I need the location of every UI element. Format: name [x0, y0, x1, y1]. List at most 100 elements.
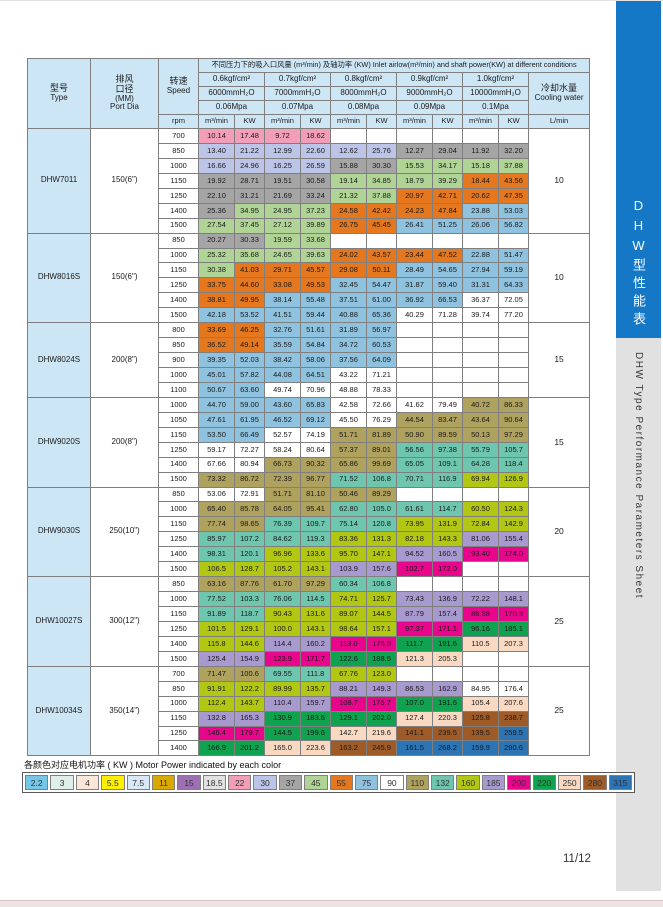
value-cell: 207.6 [498, 695, 529, 712]
value-cell: 34.72 [330, 337, 367, 354]
value-cell: 38.42 [264, 352, 301, 368]
legend-chip: 160 [456, 775, 480, 790]
value-cell: 120.8 [366, 516, 397, 533]
cooling-water-value: 25 [527, 576, 591, 667]
value-cell: 106.8 [366, 471, 397, 488]
value-cell: 73.95 [396, 516, 433, 533]
data-row: DHW10027S 300(12") 850 63.16 87.76 61.70 97.29… [27, 576, 591, 667]
value-cell: 49.14 [234, 337, 265, 354]
value-cell: 162.9 [432, 680, 463, 697]
unit-flow: m³/min [330, 114, 367, 129]
value-cell: 38.81 [198, 292, 235, 309]
value-cell: 64.28 [462, 456, 499, 473]
value-cell: 66.49 [234, 426, 265, 443]
value-cell: 33.75 [198, 277, 235, 294]
value-cell [366, 128, 397, 144]
value-cell: 34.95 [234, 202, 265, 219]
value-cell: 69.12 [300, 411, 331, 428]
value-cell: 91.89 [198, 606, 235, 622]
cooling-water-value: 15 [527, 322, 591, 398]
value-cell: 96.77 [300, 471, 331, 488]
value-cell: 66.73 [264, 456, 301, 473]
legend-chip: 75 [354, 775, 379, 790]
legend-chip: 220 [532, 775, 556, 790]
value-cell: 207.3 [498, 635, 529, 652]
port-diameter: 150(6") [90, 128, 159, 234]
model-label-zh: 型号 [49, 83, 68, 94]
value-cell: 33.24 [300, 187, 331, 204]
value-cell: 31.87 [396, 277, 433, 294]
value-cell: 90.32 [300, 456, 331, 473]
rpm-value: 1400 [158, 456, 199, 473]
value-cell: 89.01 [366, 441, 397, 458]
value-cell: 239.5 [432, 725, 463, 742]
value-cell: 60.34 [330, 576, 367, 593]
value-cell: 44.08 [264, 367, 301, 383]
cooling-water-value: 10 [527, 232, 591, 324]
value-cell: 65.36 [366, 307, 397, 324]
data-row: 1100 50.67 63.60 49.74 70.96 48.88 78.33 [28, 381, 590, 398]
value-cell: 29.71 [264, 262, 301, 279]
value-cell: 26.59 [300, 157, 331, 174]
value-cell: 70.71 [396, 471, 433, 488]
value-cell: 83.36 [330, 531, 367, 548]
pressure-mpa: 0.07Mpa [264, 100, 331, 115]
legend-chip: 55 [329, 775, 353, 790]
value-cell: 120.1 [234, 546, 265, 563]
pressure-mpa: 0.06Mpa [198, 100, 265, 115]
value-cell: 31.31 [462, 277, 499, 294]
data-row: 1500 106.5 128.7 105.2 143.1 103.9 157.6 102.7 1… [28, 561, 590, 578]
pressure-mmh2o: 9000mmH₂O [396, 86, 463, 101]
value-cell: 71.52 [330, 471, 367, 488]
rpm-value: 1500 [158, 561, 199, 578]
value-cell: 16.25 [264, 157, 301, 174]
value-cell: 89.07 [330, 606, 367, 622]
value-cell: 123.9 [264, 650, 301, 667]
value-cell: 123.0 [366, 665, 397, 682]
value-cell: 69.94 [462, 471, 499, 488]
value-cell [396, 665, 433, 682]
value-cell: 46.25 [234, 322, 265, 339]
value-cell: 52.57 [264, 426, 301, 443]
value-cell: 100.6 [234, 665, 265, 682]
legend-strip: 2.2 3 4 5.5 7.5 11 15 18.5 22 30 37 45 55 75 90 110 132 1… [22, 772, 635, 793]
value-cell: 122.6 [330, 650, 367, 667]
value-cell: 34.17 [432, 157, 463, 174]
value-cell [498, 232, 529, 249]
value-cell [498, 381, 529, 398]
value-cell: 29.04 [432, 142, 463, 159]
value-cell: 96.96 [264, 546, 301, 563]
value-cell: 64.51 [300, 367, 331, 383]
value-cell [498, 576, 529, 593]
value-cell: 122.2 [234, 680, 265, 697]
value-cell: 176.4 [498, 680, 529, 697]
value-cell: 127.4 [396, 710, 433, 727]
value-cell: 19.51 [264, 172, 301, 189]
rpm-value: 1150 [158, 516, 199, 533]
value-cell: 25.32 [198, 247, 235, 264]
legend-chip: 2.2 [25, 775, 49, 790]
value-cell: 30.38 [198, 262, 235, 279]
value-cell: 24.02 [330, 247, 367, 264]
rpm-value: 850 [158, 142, 199, 159]
value-cell: 98.64 [330, 620, 367, 637]
unit-water: L/min [527, 114, 591, 129]
value-cell: 143.1 [300, 561, 331, 578]
pressure-kgf: 0.9kgf/cm² [396, 72, 463, 87]
value-cell: 105.0 [366, 501, 397, 518]
value-cell: 10.14 [198, 128, 235, 144]
legend-chip: 4 [75, 775, 100, 790]
value-cell: 89.59 [432, 426, 463, 443]
value-cell: 174.0 [498, 546, 529, 563]
value-cell: 191.6 [432, 695, 463, 712]
value-cell: 42.71 [432, 187, 463, 204]
model-name: DHW7011 [27, 128, 91, 234]
col-header-model: 型号 Type [27, 58, 91, 129]
value-cell: 111.8 [300, 665, 331, 682]
value-cell: 21.32 [330, 187, 367, 204]
value-cell: 28.49 [396, 262, 433, 279]
value-cell: 39.89 [300, 217, 331, 234]
value-cell: 28.71 [234, 172, 265, 189]
value-cell: 159.9 [462, 740, 499, 757]
value-cell: 70.96 [300, 381, 331, 398]
